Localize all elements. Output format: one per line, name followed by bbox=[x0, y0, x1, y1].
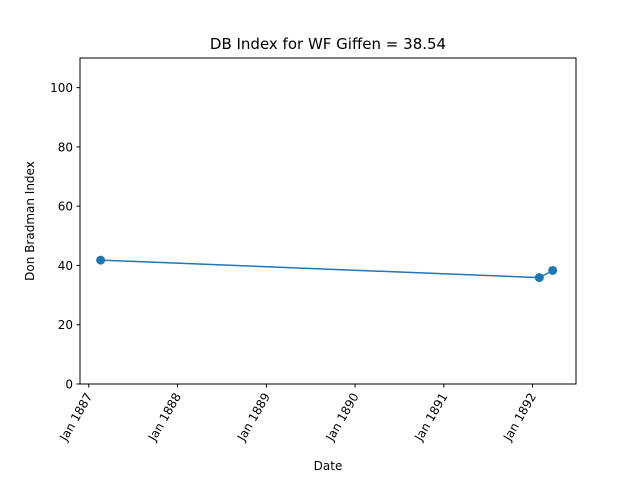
x-tick-label: Jan 1887 bbox=[56, 391, 95, 445]
y-tick-label: 0 bbox=[65, 378, 73, 392]
y-axis: 0 20 40 60 80 100 bbox=[50, 81, 80, 392]
x-tick-label: Jan 1891 bbox=[411, 391, 450, 445]
x-tick-label: Jan 1892 bbox=[500, 391, 539, 445]
x-tick-label: Jan 1888 bbox=[145, 391, 184, 445]
y-tick-label: 100 bbox=[50, 81, 73, 95]
data-point bbox=[548, 265, 558, 275]
chart-title: DB Index for WF Giffen = 38.54 bbox=[210, 35, 446, 53]
data-point bbox=[534, 273, 544, 283]
x-tick-label: Jan 1889 bbox=[234, 391, 273, 445]
x-tick-label: Jan 1890 bbox=[323, 391, 362, 445]
y-tick-label: 60 bbox=[58, 200, 73, 214]
plot-area bbox=[79, 57, 577, 385]
data-point bbox=[96, 255, 106, 265]
y-axis-label: Don Bradman Index bbox=[23, 161, 37, 281]
x-axis: Jan 1887 Jan 1888 Jan 1889 Jan 1890 Jan 1891… bbox=[56, 384, 539, 444]
x-axis-label: Date bbox=[314, 459, 343, 473]
series-layer bbox=[96, 255, 558, 283]
y-tick-label: 40 bbox=[58, 259, 73, 273]
y-tick-label: 80 bbox=[58, 140, 73, 154]
y-tick-label: 20 bbox=[58, 318, 73, 332]
